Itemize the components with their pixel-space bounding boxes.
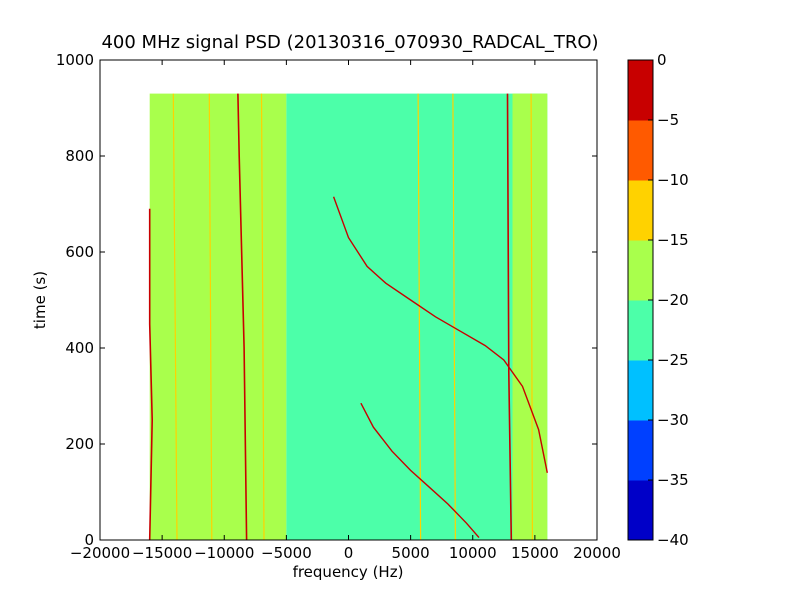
y-tick-label: 800 [65,147,94,165]
colorbar-band [628,180,653,241]
x-tick-label: 0 [344,544,354,562]
line-b [208,93,213,540]
colorbar-band [628,420,653,481]
colorbar-tick-label: −35 [657,471,689,489]
y-axis-label: time (s) [31,271,49,329]
line-f [530,93,534,540]
x-tick-label: 15000 [511,544,559,562]
colorbar-band [628,120,653,181]
background-region-1 [286,93,548,540]
x-tick-label: 10000 [449,544,497,562]
line-d [417,93,422,540]
x-tick-label: −20000 [70,544,130,562]
background-region-0 [149,93,287,540]
x-tick-label: −5000 [261,544,312,562]
colorbar-tick-label: −40 [657,531,689,549]
line-a [172,93,178,540]
carrier-2 [506,93,513,540]
chart-title: 400 MHz signal PSD (20130316_070930_RADC… [101,32,598,53]
x-axis-label: frequency (Hz) [293,563,404,581]
x-tick-label: 20000 [573,544,621,562]
colorbar-tick-label: −5 [657,111,679,129]
background-region-2 [512,93,548,540]
carrier-left-edge [148,208,154,540]
colorbar: −40 −35 −30 −25 −20 −15 −10 −5 0 [627,51,689,549]
colorbar-tick-label: −25 [657,351,689,369]
colorbar-tick-label: −10 [657,171,689,189]
carrier-1 [237,93,248,540]
colorbar-tick-label: 0 [657,51,667,69]
sweep-upper [332,196,548,473]
colorbar-band [628,60,653,121]
colorbar-band [628,360,653,421]
plot-area [148,93,548,540]
x-tick-label: −15000 [132,544,192,562]
axes: −20000 −15000 −10000 −5000 0 5000 10000 15000 20… [56,51,621,562]
x-tick-label: −10000 [194,544,254,562]
colorbar-band [628,240,653,301]
colorbar-tick-label: −20 [657,291,689,309]
colorbar-band [628,480,653,541]
colorbar-band [628,300,653,361]
y-tick-label: 0 [84,531,94,549]
y-tick-label: 1000 [56,51,94,69]
sweep-lower [360,402,480,539]
colorbar-tick-label: −30 [657,411,689,429]
y-tick-label: 600 [65,243,94,261]
line-c [260,93,265,540]
x-tick-label: 5000 [392,544,430,562]
line-e [452,93,456,540]
y-tick-label: 400 [65,339,94,357]
y-tick-label: 200 [65,435,94,453]
colorbar-tick-label: −15 [657,231,689,249]
